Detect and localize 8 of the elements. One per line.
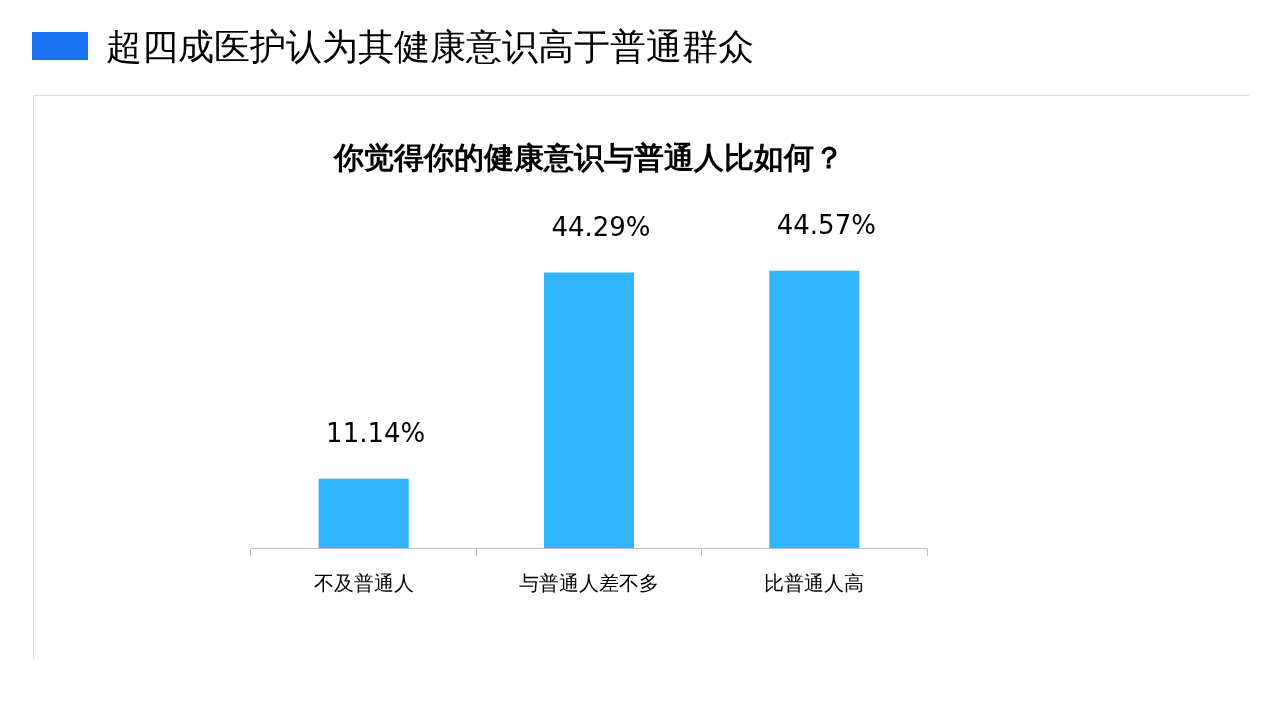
data-label: 44.29% — [551, 212, 651, 243]
data-label: 44.57% — [776, 210, 876, 241]
chart-title: 超四成医护认为其健康意识高于普通群众 — [106, 25, 754, 69]
x-tick-label: 与普通人差不多 — [519, 571, 659, 596]
x-tick-label: 比普通人高 — [764, 571, 865, 596]
x-tick-label: 不及普通人 — [313, 571, 414, 596]
chart-subtitle: 你觉得你的健康意识与普通人比如何？ — [332, 139, 844, 175]
data-label: 11.14% — [326, 418, 426, 449]
